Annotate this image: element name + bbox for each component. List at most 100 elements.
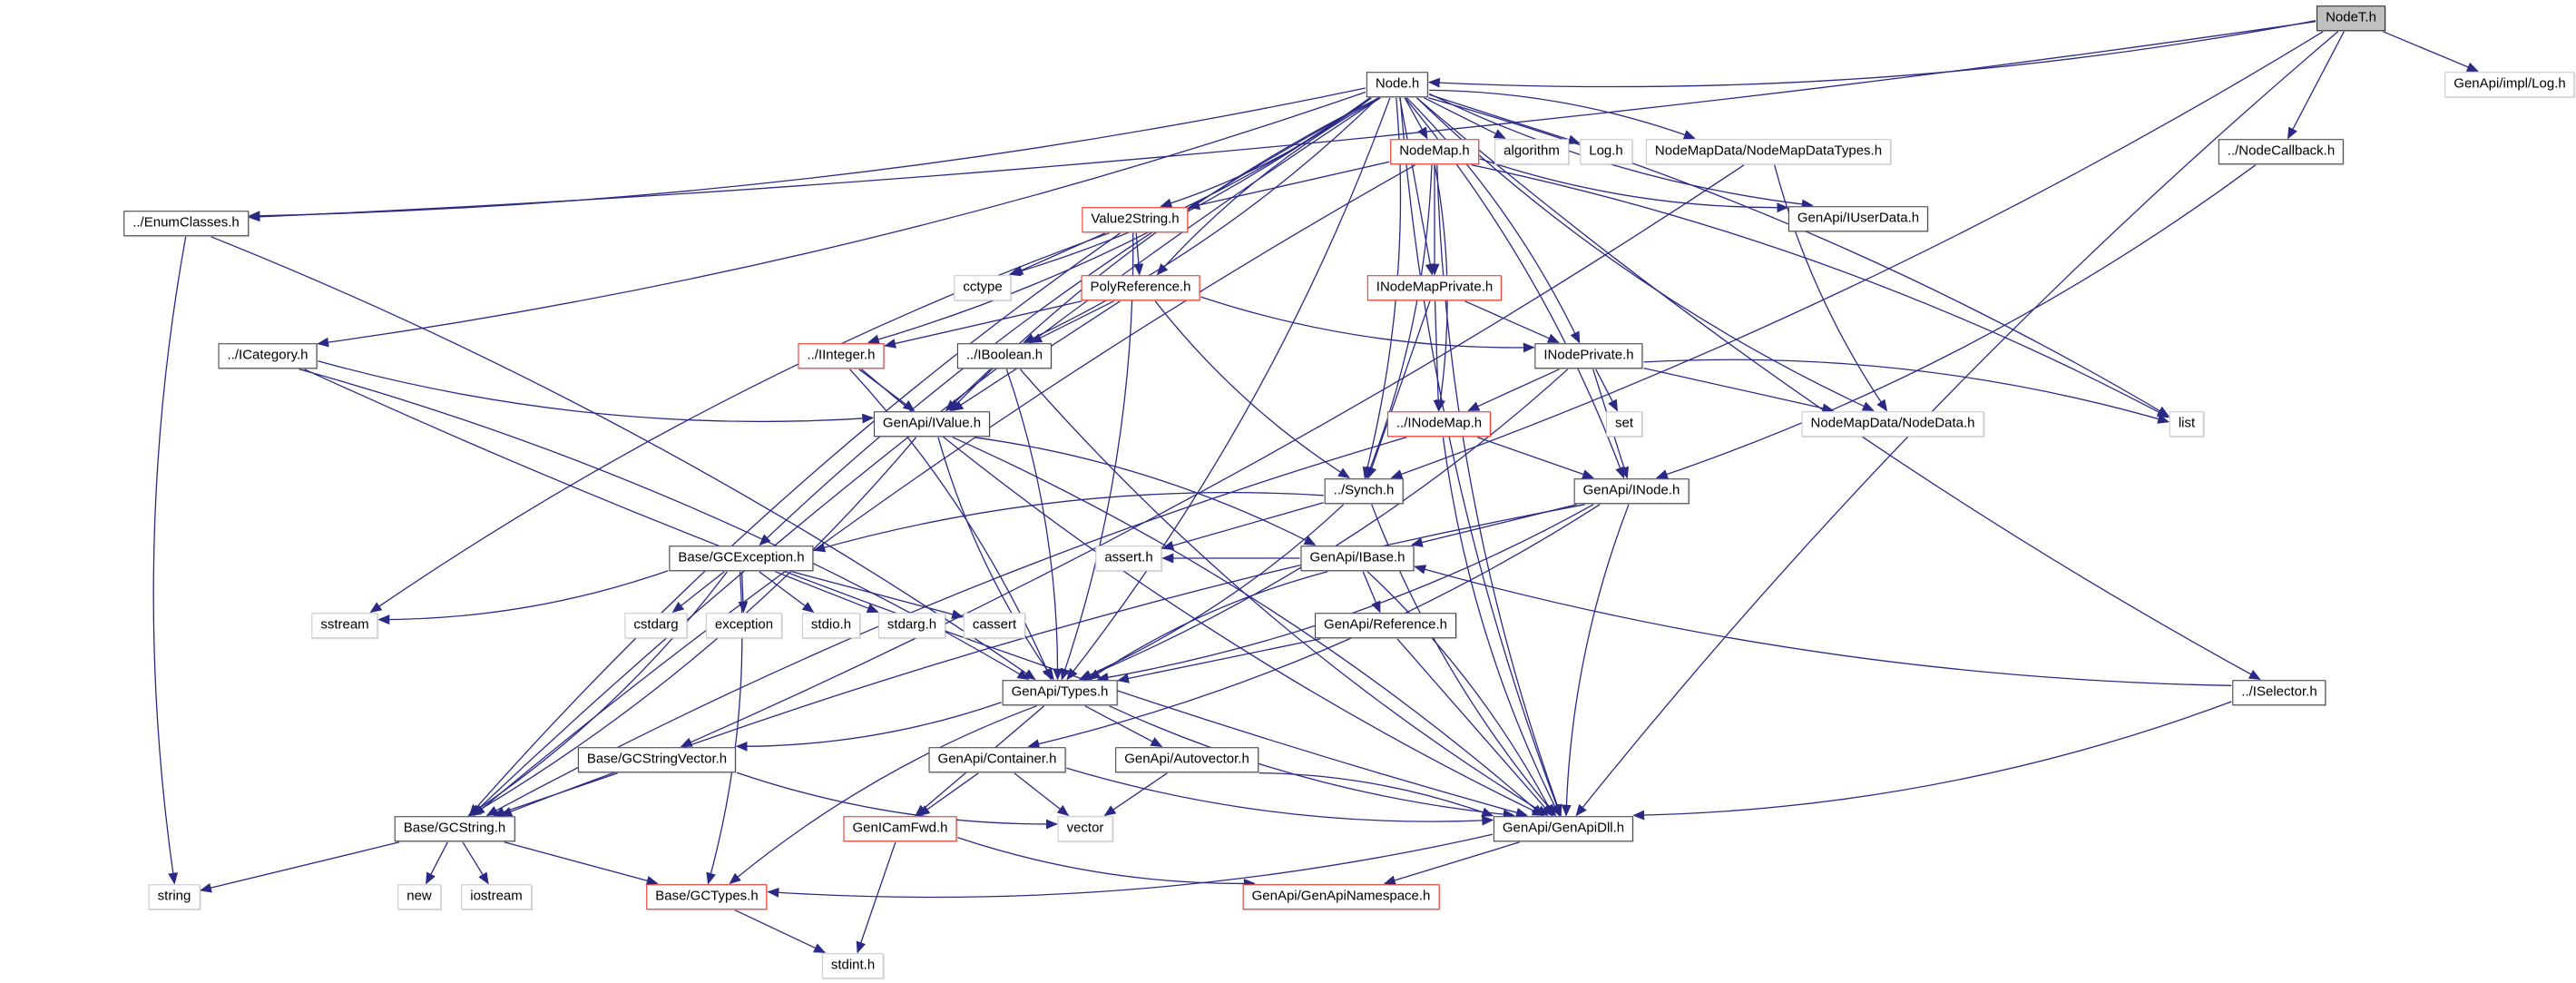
graph-node-inodemapprivate-h[interactable]: INodeMapPrivate.h [1366,275,1503,300]
edge--ICategory-h-to-GenApi-IValue-h [318,360,875,424]
edge-INodePrivate-h-to-NodeMapData-NodeData-h [1643,367,1835,414]
edge-GenApi-INode-h-to-GenApi-GenApiDll-h [1561,504,1630,817]
edge-PolyReference-h-to--IBoolean-h [1030,300,1114,343]
edge-NodeMap-h-to-GenApi-GenApiDll-h [1436,164,1562,817]
graph-node-genicamfwd-h[interactable]: GenICamFwd.h [843,816,957,841]
edge-GenApi-Types-h-to-GenApi-GenApiDll-h [1109,705,1515,820]
edge-GenApi-Reference-h-to-GenApi-Types-h [1117,638,1321,683]
edge-Node-h-to--EnumClasses-h [248,87,1366,221]
edge-INodeMapPrivate-h-to--INodeMap-h [1433,300,1444,412]
graph-node-genapi-ibase-h[interactable]: GenApi/IBase.h [1300,546,1415,571]
graph-node-node-h[interactable]: Node.h [1366,72,1429,97]
edge-Node-h-to-list [1428,97,2170,417]
edge-Value2String-h-to-cctype [1011,232,1106,275]
edge-GenApi-GenApiDll-h-to-Base-GCTypes-h [767,833,1494,899]
edge-GenApi-Reference-h-to-GenApi-GenApiDll-h [1396,638,1552,817]
edge-INodePrivate-h-to-set [1595,369,1618,412]
edge-GenApi-Container-h-to-GenApi-GenApiDll-h [1066,767,1494,826]
edge-Node-h-to-cctype [1008,97,1371,277]
graph-node-base-gcstring-h[interactable]: Base/GCString.h [394,816,515,841]
edge-NodeT-h-to-GenApi-GenApiDll-h [1575,31,2339,817]
graph-node-iinteger-h[interactable]: ../IInteger.h [798,343,885,369]
edge--EnumClasses-h-to-GenApi-Types-h [211,236,1036,681]
edge-GenApi-IValue-h-to-GenApi-IBase-h [974,437,1317,546]
edge-PolyReference-h-to-INodePrivate-h [1200,296,1535,353]
graph-node-new: new [397,884,441,909]
graph-node-base-gcstringvector-h[interactable]: Base/GCStringVector.h [577,747,737,772]
edge-GenApi-IValue-h-to-Base-GCString-h [469,437,917,816]
edge-Base-GCString-h-to-iostream [462,841,489,885]
graph-node-nodemap-h[interactable]: NodeMap.h [1390,139,1479,164]
graph-node-genapi-container-h[interactable]: GenApi/Container.h [928,747,1066,772]
graph-node-cstdarg: cstdarg [624,613,688,638]
edge-Node-h-to--ISelector-h [1415,97,2261,680]
edge-NodeMap-h-to-Base-GCString-h [473,164,1415,817]
graph-node-polyreference-h[interactable]: PolyReference.h [1081,275,1200,300]
edge-Base-GCException-h-to-exception [738,571,749,614]
graph-node-value2string-h[interactable]: Value2String.h [1082,207,1189,232]
edge--INodeMap-h-to-GenApi-INode-h [1477,437,1594,479]
graph-node-genapi-iuserdata-h[interactable]: GenApi/IUserData.h [1788,206,1929,231]
graph-node-enumclasses-h[interactable]: ../EnumClasses.h [123,211,249,236]
edge-GenApi-INode-h-to-GenApi-Types-h [1096,504,1594,683]
graph-node-genapi-genapidll-h[interactable]: GenApi/GenApiDll.h [1493,816,1634,841]
edge-Node-h-to-Base-GCException-h [759,97,1379,546]
graph-node-genapi-impl-log-h: GenApi/impl/Log.h [2444,72,2575,97]
edge-NodeMapData-NodeMapDataTypes-h-to-NodeMapData-NodeData-h [1774,164,1888,412]
edge-Base-GCStringVector-h-to-vector [736,772,1058,830]
graph-node-log-h: Log.h [1580,139,1632,164]
graph-node-iboolean-h[interactable]: ../IBoolean.h [956,343,1053,369]
graph-node-genapi-types-h[interactable]: GenApi/Types.h [1002,680,1118,705]
edge-GenApi-Container-h-to-vector [1014,772,1070,817]
edge--Synch-h-to-GenApi-Types-h [1079,504,1345,680]
edge-NodeMap-h-to--Synch-h [1366,164,1433,479]
edge-GenApi-Types-h-to-Base-GCTypes-h [729,705,1037,885]
edge-Node-h-to-INodeMapPrivate-h [1399,97,1435,276]
edge-NodeMap-h-to-list [1471,164,2170,418]
edge-GenApi-GenApiDll-h-to-GenApi-GenApiNamespace-h [1383,841,1520,886]
graph-node-icategory-h[interactable]: ../ICategory.h [218,343,318,369]
edge-Base-GCException-h-to-stdio-h [759,571,815,614]
graph-node-nodecallback-h[interactable]: ../NodeCallback.h [2218,139,2345,164]
graph-node-genapi-genapinamespace-h[interactable]: GenApi/GenApiNamespace.h [1242,884,1440,909]
graph-node-iselector-h[interactable]: ../ISelector.h [2232,680,2326,705]
edge-GenApi-IBase-h-to-GenApi-Reference-h [1362,571,1381,614]
edge-GenICamFwd-h-to-stdint-h [856,841,896,954]
graph-node-inodeprivate-h[interactable]: INodePrivate.h [1534,343,1643,369]
graph-node-stdarg-h: stdarg.h [877,613,946,638]
edge-Base-GCException-h-to-sstream [377,570,669,625]
graph-node-nodemapdata-nodemapdatatypes-h: NodeMapData/NodeMapDataTypes.h [1645,139,1892,164]
edge-NodeT-h-to--NodeCallback-h [2287,31,2345,140]
edge-GenApi-Container-h-to-GenICamFwd-h [917,772,979,817]
graph-node-algorithm: algorithm [1494,139,1569,164]
graph-node-genapi-ivalue-h[interactable]: GenApi/IValue.h [873,411,991,437]
graph-node-inodemap-h[interactable]: ../INodeMap.h [1386,411,1492,437]
graph-node-genapi-autovector-h[interactable]: GenApi/Autovector.h [1115,747,1259,772]
edge-GenApi-INode-h-to-GenApi-Container-h [1027,504,1601,749]
edge-GenApi-Types-h-to-Base-GCStringVector-h [735,702,1002,752]
edge-Base-GCException-h-to-cstdarg [671,571,725,614]
graph-node-stdio-h: stdio.h [801,613,861,638]
edge-INodeMapPrivate-h-to-INodePrivate-h [1464,300,1560,343]
edge--IBoolean-h-to-GenApi-GenApiDll-h [1019,369,1549,817]
edge-GenApi-IValue-h-to-GenApi-GenApiDll-h [952,437,1544,817]
edge-Node-h-to-GenApi-GenApiDll-h [1399,97,1562,817]
edge-GenApi-Autovector-h-to-GenApi-GenApiDll-h [1259,772,1494,817]
edge-Node-h-to-Log-h [1429,93,1581,145]
graph-node-base-gctypes-h[interactable]: Base/GCTypes.h [646,884,768,909]
edge-NodeT-h-to-GenApi-impl-Log-h [2383,31,2479,72]
edge-Base-GCException-h-to-cassert [791,571,965,619]
graph-node-genapi-inode-h[interactable]: GenApi/INode.h [1573,478,1690,504]
edge-NodeT-h-to--Synch-h [1390,31,2324,479]
graph-node-synch-h[interactable]: ../Synch.h [1324,478,1404,504]
graph-node-nodet-h[interactable]: NodeT.h [2316,5,2385,31]
graph-node-cctype: cctype [954,275,1012,300]
graph-node-string: string [148,884,201,909]
edge-Node-h-to-GenApi-IUserData-h [1428,93,1814,210]
edge-Base-GCString-h-to-Base-GCTypes-h [504,841,659,886]
graph-node-genapi-reference-h[interactable]: GenApi/Reference.h [1315,613,1456,638]
edge-Node-h-to--IInteger-h [867,97,1371,345]
graph-node-base-gcexception-h[interactable]: Base/GCException.h [669,546,814,571]
